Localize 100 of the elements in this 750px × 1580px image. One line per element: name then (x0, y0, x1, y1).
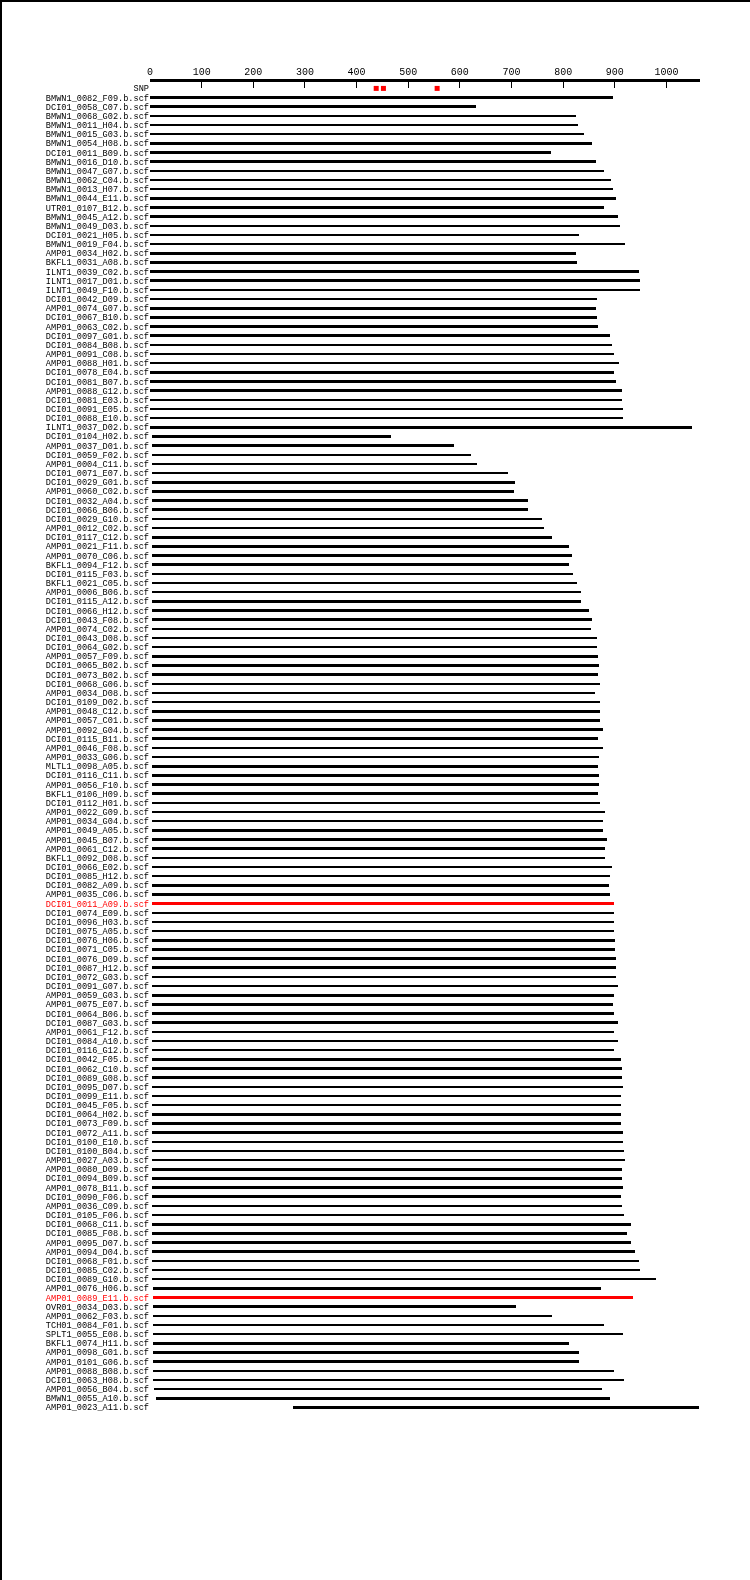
bar (153, 1351, 580, 1354)
y-tick-label: BKFL1_0106_H09.b.scf (45, 789, 149, 800)
y-tick-label: DCI01_0059_F02.b.scf (45, 450, 149, 461)
bar (151, 1131, 624, 1134)
y-tick-label: DCI01_0029_G10.b.scf (45, 514, 149, 525)
x-tick-label: 600 (450, 67, 469, 78)
y-tick-label: BKFL1_0074_H11.b.scf (45, 1339, 149, 1350)
y-tick-label: DCI01_0089_G10.b.scf (45, 1275, 149, 1286)
bar (150, 105, 476, 109)
bar (151, 783, 600, 786)
y-tick-label: DCI01_0029_G01.b.scf (45, 478, 149, 489)
y-tick-label: DCI01_0116_C11.b.scf (45, 771, 149, 782)
y-tick-label: AMP01_0059_G03.b.scf (45, 991, 149, 1002)
y-tick-label: BMWN1_0015_G03.b.scf (45, 130, 149, 141)
bar (152, 1296, 633, 1299)
y-tick-label: AMP01_0036_C09.b.scf (45, 1201, 149, 1212)
y-tick-label: DCI01_0011_B09.b.scf (45, 148, 149, 159)
y-tick-label: AMP01_0023_A11.b.scf (45, 1403, 149, 1414)
y-tick-label: DCI01_0089_G08.b.scf (45, 1073, 149, 1084)
y-tick-label: BMWN1_0013_H07.b.scf (45, 185, 149, 196)
y-tick-label: DCI01_0095_D07.b.scf (45, 1082, 149, 1093)
y-tick-label: DCI01_0066_H12.b.scf (45, 606, 149, 617)
bar (151, 1012, 615, 1015)
y-tick-label: MLTL1_0098_A05.b.scf (45, 762, 149, 773)
bar (150, 197, 617, 200)
bar (151, 902, 615, 905)
bar (151, 1167, 623, 1171)
y-tick-label: DCI01_0064_B06.b.scf (45, 1009, 149, 1020)
bar (151, 435, 391, 438)
y-tick-label: AMP01_0088_B08.b.scf (45, 1366, 149, 1377)
bar (150, 160, 596, 163)
y-tick-label: AMP01_0056_F10.b.scf (45, 780, 149, 791)
y-tick-label: AMP01_0075_E07.b.scf (45, 1000, 149, 1011)
y-tick-label: AMP01_0094_D04.b.scf (45, 1247, 149, 1258)
bar (151, 847, 605, 850)
bar (151, 966, 616, 970)
bar (292, 1406, 699, 1409)
y-tick-label: AMP01_0098_G01.b.scf (45, 1348, 149, 1359)
bar (151, 1067, 623, 1070)
x-tick-label: 500 (399, 67, 418, 78)
y-tick-label: DCI01_0042_F05.b.scf (45, 1055, 149, 1066)
y-tick-label: DCI01_0112_H01.b.scf (45, 798, 149, 809)
y-tick-label: AMP01_0070_C06.b.scf (45, 551, 149, 562)
bar (151, 618, 593, 621)
x-tick-label: 1000 (654, 67, 679, 78)
y-tick-label: SNP (133, 84, 149, 95)
y-tick-label: AMP01_0057_F09.b.scf (45, 652, 149, 663)
bar (153, 1360, 580, 1363)
y-tick-label: AMP01_0034_D08.b.scf (45, 688, 149, 699)
x-tick-label: 100 (192, 67, 211, 78)
bar (151, 838, 608, 841)
bar (151, 1186, 624, 1189)
y-tick-label: BMWN1_0049_D03.b.scf (45, 221, 149, 232)
bar (151, 1021, 618, 1024)
y-tick-label: AMP01_0063_C02.b.scf (45, 322, 149, 333)
y-tick-label: AMP01_0034_H02.b.scf (45, 249, 149, 260)
bar (151, 737, 599, 741)
y-tick-label: BKFL1_0031_A08.b.scf (45, 258, 149, 269)
bar (151, 709, 601, 713)
y-tick-label: AMP01_0095_D07.b.scf (45, 1238, 149, 1249)
bar (153, 1342, 570, 1345)
bar (150, 252, 577, 255)
y-tick-label: DCI01_0068_F01.b.scf (45, 1256, 149, 1267)
bar (152, 1287, 601, 1290)
x-tick-label: 300 (295, 67, 314, 78)
y-tick-label: TCH01_0084_F01.b.scf (45, 1320, 149, 1331)
y-tick-label: AMP01_0057_C01.b.scf (45, 716, 149, 727)
y-tick-label: AMP01_0035_C06.b.scf (45, 890, 149, 901)
bar (151, 545, 570, 548)
bar (151, 1113, 621, 1116)
bar (150, 426, 692, 429)
y-tick-label: AMP01_0076_H06.b.scf (45, 1284, 149, 1295)
y-tick-label: DCI01_0085_H12.b.scf (45, 872, 149, 883)
y-tick-label: SPLT1_0055_E08.b.scf (45, 1330, 149, 1341)
x-tick-label: 700 (502, 67, 521, 78)
bar (151, 664, 600, 667)
y-tick-label: BMWN1_0044_E11.b.scf (45, 194, 149, 205)
y-tick-label: AMP01_0034_G04.b.scf (45, 817, 149, 828)
y-tick-label: DCI01_0078_E04.b.scf (45, 368, 149, 379)
y-tick-label: ILNT1_0039_C02.b.scf (45, 267, 149, 278)
y-tick-label: BMWN1_0045_A12.b.scf (45, 212, 149, 223)
y-tick-label: DCI01_0045_F05.b.scf (45, 1101, 149, 1112)
y-tick-label: AMP01_0061_C12.b.scf (45, 844, 149, 855)
y-tick-label: AMP01_0048_C12.b.scf (45, 707, 149, 718)
bar (150, 96, 613, 99)
bar (151, 554, 573, 557)
bar (151, 1177, 623, 1180)
y-tick-label: DCI01_0071_E07.b.scf (45, 469, 149, 480)
bar (150, 215, 619, 218)
y-tick-label: BKFL1_0094_F12.b.scf (45, 560, 149, 571)
bar (151, 600, 581, 603)
bar (150, 334, 611, 338)
bar (151, 893, 611, 896)
bar (150, 261, 578, 264)
y-tick-label: AMP01_0021_F11.b.scf (45, 542, 149, 553)
y-tick-label: DCI01_0109_D02.b.scf (45, 698, 149, 709)
bar (151, 728, 603, 731)
y-tick-label: DCI01_0096_H03.b.scf (45, 917, 149, 928)
bar (151, 490, 514, 493)
y-tick-label: AMP01_0037_D01.b.scf (45, 441, 149, 452)
